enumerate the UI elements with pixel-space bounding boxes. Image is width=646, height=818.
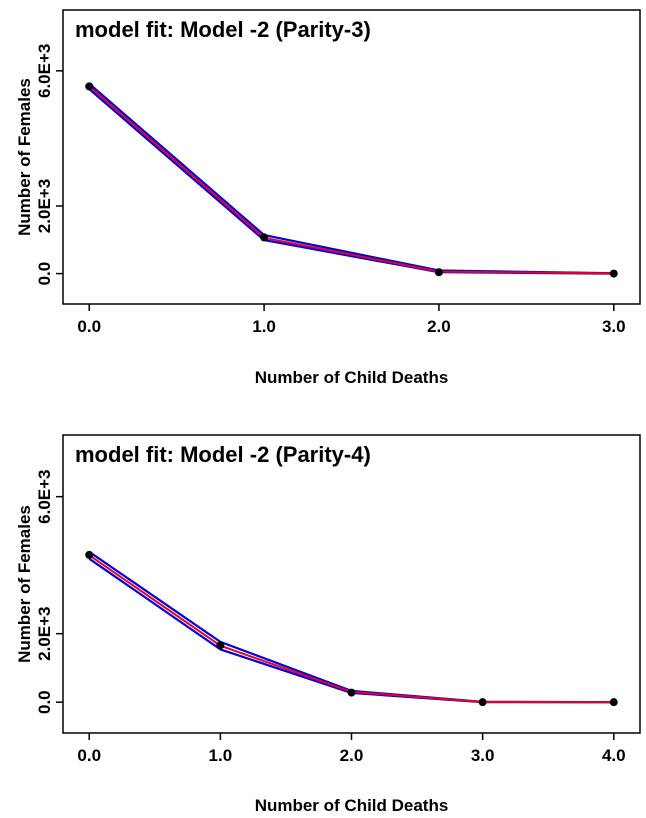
y-tick-label: 6.0E+3 [35,44,54,98]
data-point-observed [478,698,487,707]
data-point-observed [347,688,356,697]
x-tick-label: 4.0 [602,746,626,765]
x-tick-label: 0.0 [77,746,101,765]
data-point-observed [260,233,269,242]
y-axis-label: Number of Females [15,78,34,236]
y-tick-label: 0.0 [35,262,54,286]
x-tick-label: 2.0 [427,317,451,336]
x-tick-label: 2.0 [340,746,364,765]
x-tick-label: 3.0 [471,746,495,765]
data-point-observed [434,268,443,277]
data-point-observed [216,641,225,650]
series-line-fitted [88,85,614,275]
data-point-observed [85,82,94,91]
x-tick-label: 1.0 [209,746,233,765]
chart-title: model fit: Model -2 (Parity-4) [75,442,371,467]
x-tick-label: 3.0 [602,317,626,336]
data-point-observed [609,698,618,707]
plot-frame [62,434,641,734]
x-axis-label: Number of Child Deaths [255,796,449,815]
plot-frame [62,9,641,305]
series-line-upper [88,82,614,275]
chart-panel-2: model fit: Model -2 (Parity-4) 0.0 1.0 2.0 3… [15,434,641,815]
y-tick-label: 2.0E+3 [35,606,54,660]
data-point-observed [609,269,618,278]
x-tick-label: 0.0 [77,317,101,336]
y-tick-label: 2.0E+3 [35,179,54,233]
series-line-lower [88,88,614,275]
chart-panel-1: model fit: Model -2 (Parity-3) 0.0 1.0 2.0 3… [15,9,641,387]
y-tick-label: 6.0E+3 [35,469,54,523]
y-tick-label: 0.0 [35,690,54,714]
data-point-observed [85,550,94,559]
series-line-lower [88,557,614,704]
chart-title: model fit: Model -2 (Parity-3) [75,17,371,42]
y-axis-label: Number of Females [15,505,34,663]
x-axis-label: Number of Child Deaths [255,368,449,387]
series-line-fitted [88,554,614,704]
x-tick-label: 1.0 [252,317,276,336]
series-line-upper [88,550,614,704]
